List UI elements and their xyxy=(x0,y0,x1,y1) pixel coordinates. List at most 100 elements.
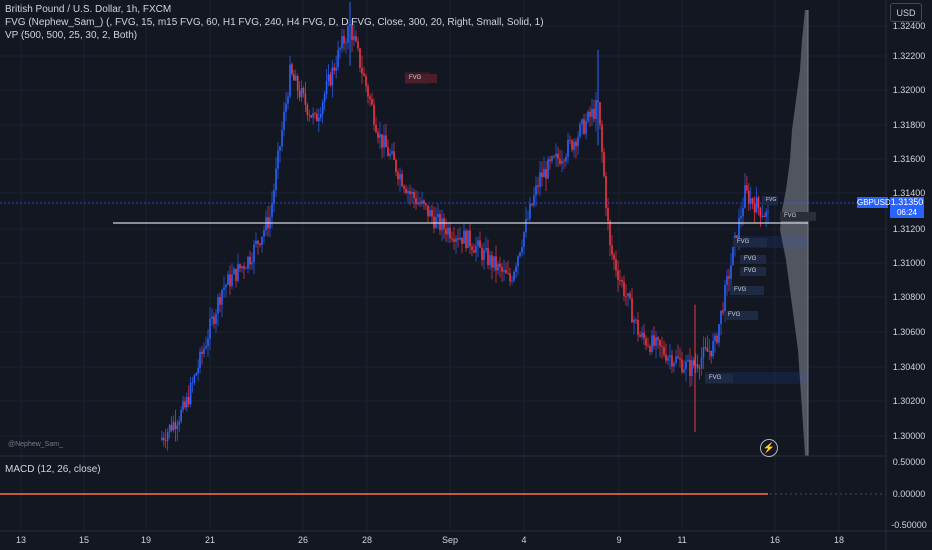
candle-body xyxy=(229,274,231,287)
candle-body xyxy=(359,48,361,68)
candle-body xyxy=(225,284,227,288)
candle-body xyxy=(445,228,447,235)
price-tick: 1.32400 xyxy=(892,21,926,31)
candle-body xyxy=(409,191,411,194)
candle-body xyxy=(525,219,527,233)
candle-body xyxy=(191,382,194,384)
current-price-tag: GBPUSD 1.31350 06:24 xyxy=(857,196,924,218)
candle-body xyxy=(689,359,691,376)
candle-body xyxy=(161,437,163,441)
candle-body xyxy=(694,364,697,366)
candle-body xyxy=(587,111,589,122)
candle-body xyxy=(549,159,551,162)
candle-body xyxy=(164,440,167,441)
candle-body xyxy=(357,41,359,49)
candle-body xyxy=(211,316,213,319)
candle-body xyxy=(685,361,687,370)
candle-body xyxy=(209,318,211,339)
candle-body xyxy=(728,276,730,279)
candle-body xyxy=(710,350,712,357)
candle-body xyxy=(373,104,375,125)
candle-body xyxy=(459,237,461,240)
candle-body xyxy=(706,347,709,352)
candle-body xyxy=(559,158,561,164)
fvg-indicator-legend[interactable]: FVG (Nephew_Sam_) (, FVG, 15, m15 FVG, 6… xyxy=(5,17,544,28)
candle-body xyxy=(571,140,573,150)
vp-indicator-legend[interactable]: VP (500, 500, 25, 30, 2, Both) xyxy=(5,30,138,41)
candle-body xyxy=(219,297,221,305)
candle-body xyxy=(447,227,449,235)
price-tick: 1.31200 xyxy=(892,224,926,234)
price-tick: 1.32000 xyxy=(892,85,926,95)
candle-body xyxy=(479,240,481,248)
price-tick: 1.31400 xyxy=(892,188,926,198)
candle-body xyxy=(314,113,316,115)
candle-body xyxy=(174,421,177,430)
candle-body xyxy=(509,273,511,282)
candle-body xyxy=(675,356,677,363)
price-tick: 1.30200 xyxy=(892,396,926,406)
candle-body xyxy=(308,114,311,116)
time-tick: 26 xyxy=(297,535,309,545)
candle-body xyxy=(557,153,559,159)
candles xyxy=(161,2,769,451)
candle-body xyxy=(255,240,257,245)
candle-body xyxy=(294,75,297,81)
candle-body xyxy=(627,293,629,297)
candle-body xyxy=(318,117,320,122)
time-tick: 18 xyxy=(833,535,845,545)
candle-body xyxy=(381,134,383,148)
candle-body xyxy=(389,153,391,156)
candle-body xyxy=(753,203,756,213)
candle-body xyxy=(437,214,439,217)
candle-body xyxy=(176,425,179,430)
candle-body xyxy=(261,236,263,245)
lightning-icon[interactable]: ⚡ xyxy=(760,439,778,457)
candle-body xyxy=(625,296,627,297)
candle-body xyxy=(433,216,435,228)
candle-body xyxy=(617,270,619,280)
candle-body xyxy=(201,351,203,354)
candle-body xyxy=(391,151,393,154)
candle-body xyxy=(696,364,699,368)
candle-body xyxy=(603,151,605,176)
candle-body xyxy=(653,335,655,346)
candle-body xyxy=(732,247,734,266)
candle-body xyxy=(168,424,171,432)
candle-body xyxy=(325,81,328,95)
time-tick: 19 xyxy=(140,535,152,545)
symbol-badge: GBPUSD xyxy=(857,197,891,208)
candle-body xyxy=(341,36,343,49)
candle-body xyxy=(170,424,173,431)
candle-body xyxy=(287,96,289,104)
candle-body xyxy=(759,207,762,217)
macd-legend[interactable]: MACD (12, 26, close) xyxy=(5,464,101,475)
currency-button[interactable]: USD xyxy=(890,3,922,22)
candle-body xyxy=(667,357,669,361)
candle-body xyxy=(641,332,643,337)
candle-body xyxy=(245,268,247,270)
candle-body xyxy=(312,113,314,118)
price-tick: 1.31600 xyxy=(892,154,926,164)
time-tick: 15 xyxy=(78,535,90,545)
candle-body xyxy=(271,203,273,218)
fvg-label: FVG xyxy=(724,311,758,320)
symbol-legend[interactable]: British Pound / U.S. Dollar, 1h, FXCM xyxy=(5,4,172,15)
candle-body xyxy=(227,274,229,285)
candle-body xyxy=(581,119,583,125)
candle-body xyxy=(296,75,299,91)
candle-body xyxy=(683,369,685,373)
candle-body xyxy=(475,245,477,253)
candle-body xyxy=(337,49,339,68)
time-tick: 4 xyxy=(521,535,527,545)
candle-body xyxy=(461,237,463,244)
candle-body xyxy=(306,104,309,115)
candle-body xyxy=(407,191,409,194)
price-badge: 1.31350 xyxy=(890,197,924,208)
author-watermark: @Nephew_Sam_ xyxy=(8,441,63,448)
candle-body xyxy=(182,401,184,410)
candle-body xyxy=(289,64,291,97)
candle-body xyxy=(619,279,621,281)
candle-body xyxy=(738,218,740,242)
